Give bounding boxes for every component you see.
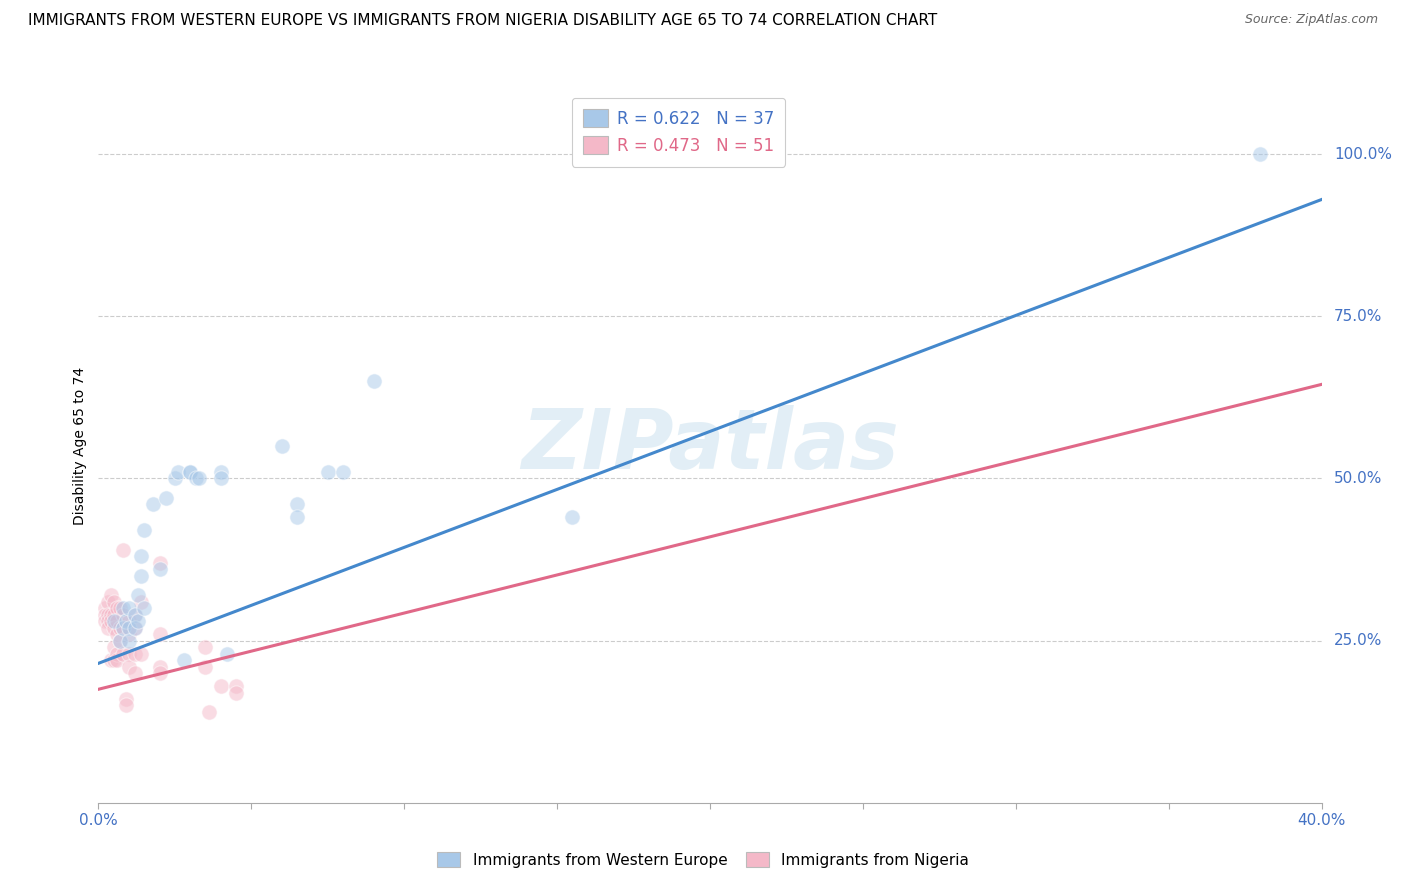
Point — [93, 614, 115, 628]
Point — [103, 607, 125, 622]
Point — [93, 601, 115, 615]
Point — [97, 614, 120, 628]
Point — [103, 595, 125, 609]
Point — [127, 588, 149, 602]
Point — [155, 491, 177, 505]
Point — [209, 471, 232, 485]
Point — [134, 524, 156, 538]
Point — [111, 647, 134, 661]
Point — [167, 465, 190, 479]
Point — [173, 653, 195, 667]
Point — [124, 621, 146, 635]
Point — [111, 542, 134, 557]
Point — [103, 653, 125, 667]
Point — [124, 621, 146, 635]
Point — [100, 653, 122, 667]
Point — [97, 621, 120, 635]
Point — [111, 621, 134, 635]
Text: Source: ZipAtlas.com: Source: ZipAtlas.com — [1244, 13, 1378, 27]
Point — [209, 679, 232, 693]
Point — [188, 471, 211, 485]
Point — [105, 627, 128, 641]
Point — [118, 621, 141, 635]
Legend: R = 0.622   N = 37, R = 0.473   N = 51: R = 0.622 N = 37, R = 0.473 N = 51 — [572, 97, 786, 167]
Point — [103, 614, 125, 628]
Point — [561, 510, 583, 524]
Point — [285, 510, 308, 524]
Point — [100, 607, 122, 622]
Point — [129, 647, 152, 661]
Text: 50.0%: 50.0% — [1334, 471, 1382, 486]
Point — [108, 621, 131, 635]
Text: 75.0%: 75.0% — [1334, 309, 1382, 324]
Point — [179, 465, 201, 479]
Point — [197, 705, 219, 719]
Point — [186, 471, 208, 485]
Point — [127, 614, 149, 628]
Point — [105, 601, 128, 615]
Point — [118, 647, 141, 661]
Point — [111, 607, 134, 622]
Point — [115, 614, 138, 628]
Point — [316, 465, 339, 479]
Point — [129, 549, 152, 564]
Point — [97, 607, 120, 622]
Point — [118, 633, 141, 648]
Point — [118, 627, 141, 641]
Point — [118, 614, 141, 628]
Point — [118, 601, 141, 615]
Y-axis label: Disability Age 65 to 74: Disability Age 65 to 74 — [73, 367, 87, 525]
Point — [97, 595, 120, 609]
Point — [149, 556, 172, 570]
Point — [149, 659, 172, 673]
Point — [215, 647, 238, 661]
Point — [285, 497, 308, 511]
Point — [149, 627, 172, 641]
Point — [103, 640, 125, 654]
Point — [129, 595, 152, 609]
Point — [111, 601, 134, 615]
Point — [363, 374, 385, 388]
Point — [108, 633, 131, 648]
Text: ZIPatlas: ZIPatlas — [522, 406, 898, 486]
Point — [93, 607, 115, 622]
Point — [118, 659, 141, 673]
Legend: Immigrants from Western Europe, Immigrants from Nigeria: Immigrants from Western Europe, Immigran… — [430, 844, 976, 875]
Point — [124, 607, 146, 622]
Text: IMMIGRANTS FROM WESTERN EUROPE VS IMMIGRANTS FROM NIGERIA DISABILITY AGE 65 TO 7: IMMIGRANTS FROM WESTERN EUROPE VS IMMIGR… — [28, 13, 938, 29]
Point — [194, 640, 217, 654]
Point — [115, 692, 138, 706]
Point — [149, 562, 172, 576]
Point — [270, 439, 292, 453]
Point — [209, 465, 232, 479]
Point — [108, 601, 131, 615]
Point — [129, 568, 152, 582]
Point — [332, 465, 354, 479]
Point — [194, 659, 217, 673]
Point — [115, 698, 138, 713]
Point — [149, 666, 172, 681]
Point — [100, 614, 122, 628]
Point — [142, 497, 165, 511]
Point — [225, 685, 247, 699]
Point — [607, 147, 630, 161]
Point — [100, 588, 122, 602]
Point — [105, 614, 128, 628]
Text: 100.0%: 100.0% — [1334, 146, 1392, 161]
Point — [134, 601, 156, 615]
Point — [225, 679, 247, 693]
Point — [111, 621, 134, 635]
Point — [163, 471, 186, 485]
Point — [105, 653, 128, 667]
Point — [124, 647, 146, 661]
Point — [105, 647, 128, 661]
Point — [124, 607, 146, 622]
Point — [1249, 147, 1271, 161]
Text: 25.0%: 25.0% — [1334, 633, 1382, 648]
Point — [108, 633, 131, 648]
Point — [179, 465, 201, 479]
Point — [103, 621, 125, 635]
Point — [124, 666, 146, 681]
